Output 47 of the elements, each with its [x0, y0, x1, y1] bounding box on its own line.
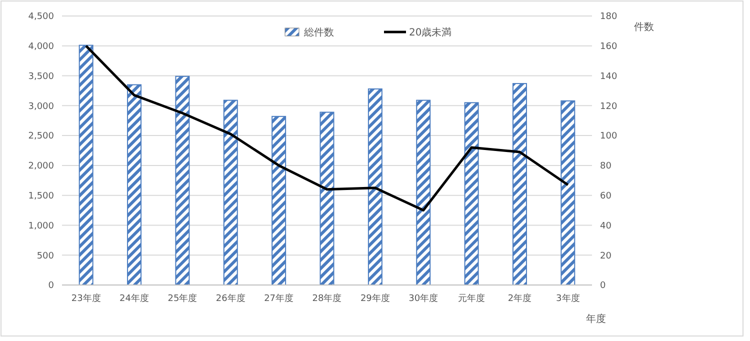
y2-tick-label: 20 [600, 251, 612, 262]
x-tick-label: 元年度 [458, 293, 486, 304]
bar [464, 102, 479, 286]
legend-label: 総件数 [303, 26, 334, 38]
y2-tick-label: 120 [600, 102, 618, 112]
line-series [84, 44, 570, 212]
y2-tick-label: 0 [600, 281, 606, 292]
y-tick-label: 4,000 [28, 42, 54, 52]
y2-tick-label: 140 [600, 72, 618, 82]
legend-label: 20歳未満 [409, 26, 452, 38]
bar [223, 100, 238, 286]
x-tick-label: 27年度 [264, 293, 294, 304]
x-tick-label: 28年度 [312, 293, 342, 304]
bar [78, 44, 94, 286]
bar [560, 100, 576, 286]
x-tick-label: 30年度 [408, 293, 438, 304]
y-tick-label: 1,500 [28, 191, 54, 202]
x-tick-label: 26年度 [216, 293, 246, 304]
bar [272, 116, 286, 286]
y2-tick-label: 60 [600, 191, 612, 202]
x-tick-label: 23年度 [71, 293, 101, 304]
x-axis-title: 年度 [586, 313, 606, 325]
y-tick-label: 2,500 [28, 132, 54, 142]
y-tick-label: 3,500 [28, 72, 54, 82]
y-tick-label: 3,000 [28, 102, 54, 112]
x-tick-label: 29年度 [360, 293, 390, 304]
y2-tick-label: 160 [600, 42, 618, 52]
y-tick-label: 0 [48, 281, 54, 292]
x-tick-label: 24年度 [120, 293, 149, 304]
y-tick-label: 1,000 [28, 221, 54, 232]
bar [512, 83, 527, 286]
y2-axis-title: 件数 [634, 22, 654, 33]
y2-tick-label: 80 [600, 162, 612, 172]
y-tick-label: 500 [36, 251, 54, 262]
y2-tick-label: 100 [600, 132, 618, 142]
y2-tick-label: 40 [600, 221, 612, 232]
x-tick-label: 25年度 [168, 293, 198, 304]
y-tick-label: 4,500 [28, 12, 54, 22]
bar [127, 84, 142, 286]
y-tick-label: 2,000 [28, 162, 54, 172]
y2-tick-label: 180 [600, 12, 618, 22]
bar [320, 112, 334, 286]
bar [416, 100, 431, 286]
bar [368, 88, 382, 286]
x-tick-label: 2年度 [508, 293, 532, 304]
bar [175, 76, 190, 286]
x-tick-label: 3年度 [556, 293, 580, 304]
